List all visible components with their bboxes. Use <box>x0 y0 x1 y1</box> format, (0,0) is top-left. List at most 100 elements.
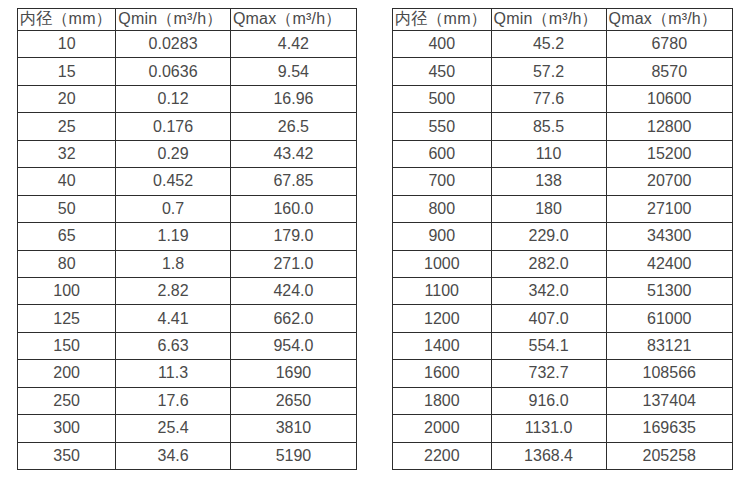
table-cell: 25.4 <box>116 415 231 442</box>
table-row: 60011015200 <box>393 140 733 167</box>
table-row: 80018027100 <box>393 195 733 222</box>
table-cell: 26.5 <box>230 113 356 140</box>
table-cell: 6.63 <box>116 332 231 359</box>
table-cell: 179.0 <box>230 223 356 250</box>
table-row: 400.45267.85 <box>18 168 357 195</box>
column-header: Qmax（m³/h） <box>606 9 733 31</box>
table-cell: 40 <box>18 168 116 195</box>
table-row: 500.7160.0 <box>18 195 357 222</box>
table-cell: 17.6 <box>116 387 231 414</box>
table-cell: 1.19 <box>116 223 231 250</box>
table-cell: 110 <box>491 140 606 167</box>
table-cell: 424.0 <box>230 277 356 304</box>
table-cell: 11.3 <box>116 360 231 387</box>
table-cell: 250 <box>18 387 116 414</box>
table-cell: 0.0283 <box>116 31 231 58</box>
table-cell: 1100 <box>393 277 492 304</box>
table-cell: 205258 <box>606 442 733 469</box>
table-row: 200.1216.96 <box>18 85 357 112</box>
table-cell: 10600 <box>606 85 733 112</box>
table-cell: 3810 <box>230 415 356 442</box>
table-row: 1400554.183121 <box>393 332 733 359</box>
table-cell: 342.0 <box>491 277 606 304</box>
table-cell: 125 <box>18 305 116 332</box>
table-row: 1100342.051300 <box>393 277 733 304</box>
table-row: 801.8271.0 <box>18 250 357 277</box>
flow-table-small-diameters-container: 内径（mm）Qmin（m³/h）Qmax（m³/h） 100.02834.421… <box>17 8 357 470</box>
flow-table-small-diameters: 内径（mm）Qmin（m³/h）Qmax（m³/h） 100.02834.421… <box>17 8 357 470</box>
table-cell: 550 <box>393 113 492 140</box>
table-row: 1800916.0137404 <box>393 387 733 414</box>
table-row: 1200407.061000 <box>393 305 733 332</box>
table-cell: 83121 <box>606 332 733 359</box>
column-header: Qmin（m³/h） <box>491 9 606 31</box>
table-row: 22001368.4205258 <box>393 442 733 469</box>
table-cell: 300 <box>18 415 116 442</box>
table-cell: 32 <box>18 140 116 167</box>
table-cell: 0.452 <box>116 168 231 195</box>
table-cell: 8570 <box>606 58 733 85</box>
table-row: 30025.43810 <box>18 415 357 442</box>
table-cell: 34.6 <box>116 442 231 469</box>
column-header: 内径（mm） <box>393 9 492 31</box>
table-cell: 1200 <box>393 305 492 332</box>
table-cell: 800 <box>393 195 492 222</box>
table-cell: 0.29 <box>116 140 231 167</box>
table-row: 1506.63954.0 <box>18 332 357 359</box>
table-cell: 77.6 <box>491 85 606 112</box>
table-cell: 271.0 <box>230 250 356 277</box>
column-header: Qmin（m³/h） <box>116 9 231 31</box>
table-cell: 5190 <box>230 442 356 469</box>
table-row: 1254.41662.0 <box>18 305 357 332</box>
table-cell: 2650 <box>230 387 356 414</box>
table-cell: 1400 <box>393 332 492 359</box>
table-cell: 16.96 <box>230 85 356 112</box>
table-cell: 61000 <box>606 305 733 332</box>
table-cell: 1690 <box>230 360 356 387</box>
table-cell: 10 <box>18 31 116 58</box>
table-row: 1000282.042400 <box>393 250 733 277</box>
table-row: 45057.28570 <box>393 58 733 85</box>
table-cell: 662.0 <box>230 305 356 332</box>
flow-table-large-diameters: 内径（mm）Qmin（m³/h）Qmax（m³/h） 40045.2678045… <box>392 8 733 470</box>
table-row: 150.06369.54 <box>18 58 357 85</box>
table-header-row: 内径（mm）Qmin（m³/h）Qmax（m³/h） <box>18 9 357 31</box>
table-cell: 169635 <box>606 415 733 442</box>
table-cell: 43.42 <box>230 140 356 167</box>
table-row: 55085.512800 <box>393 113 733 140</box>
table-row: 20011.31690 <box>18 360 357 387</box>
table-cell: 20 <box>18 85 116 112</box>
table-cell: 916.0 <box>491 387 606 414</box>
column-header: Qmax（m³/h） <box>230 9 356 31</box>
table-cell: 1.8 <box>116 250 231 277</box>
table-cell: 400 <box>393 31 492 58</box>
table-cell: 282.0 <box>491 250 606 277</box>
table-row: 70013820700 <box>393 168 733 195</box>
table-cell: 0.176 <box>116 113 231 140</box>
table-cell: 554.1 <box>491 332 606 359</box>
table-cell: 85.5 <box>491 113 606 140</box>
table-cell: 15200 <box>606 140 733 167</box>
table-cell: 229.0 <box>491 223 606 250</box>
table-cell: 2000 <box>393 415 492 442</box>
table-header-row: 内径（mm）Qmin（m³/h）Qmax（m³/h） <box>393 9 733 31</box>
table-cell: 34300 <box>606 223 733 250</box>
table-cell: 900 <box>393 223 492 250</box>
table-cell: 27100 <box>606 195 733 222</box>
table-cell: 1000 <box>393 250 492 277</box>
table-cell: 45.2 <box>491 31 606 58</box>
table-row: 651.19179.0 <box>18 223 357 250</box>
table-cell: 51300 <box>606 277 733 304</box>
table-cell: 1368.4 <box>491 442 606 469</box>
flow-table-large-diameters-container: 内径（mm）Qmin（m³/h）Qmax（m³/h） 40045.2678045… <box>392 8 733 470</box>
table-cell: 350 <box>18 442 116 469</box>
table-cell: 954.0 <box>230 332 356 359</box>
table-cell: 12800 <box>606 113 733 140</box>
table-row: 1002.82424.0 <box>18 277 357 304</box>
table-cell: 4.41 <box>116 305 231 332</box>
table-row: 1600732.7108566 <box>393 360 733 387</box>
table-cell: 4.42 <box>230 31 356 58</box>
table-cell: 6780 <box>606 31 733 58</box>
table-row: 35034.65190 <box>18 442 357 469</box>
table-cell: 0.0636 <box>116 58 231 85</box>
